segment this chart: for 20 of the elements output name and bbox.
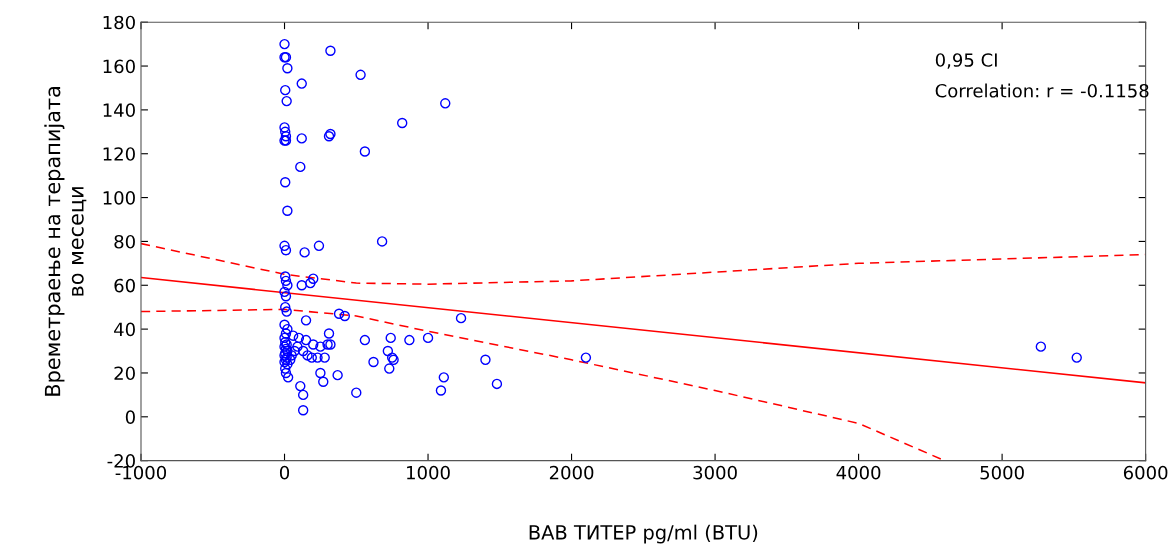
- x-tick-label: 2000: [549, 465, 594, 480]
- x-tick-label: 5000: [980, 465, 1024, 480]
- x-tick-label: 3000: [693, 465, 737, 480]
- y-tick-label: 80: [114, 234, 135, 249]
- y-tick-label: 160: [103, 59, 135, 74]
- y-tick-label: 20: [114, 366, 135, 381]
- y-tick-label: 40: [114, 322, 135, 337]
- annotation: 0,95 CI: [935, 53, 997, 69]
- x-tick-label: 1000: [407, 465, 450, 480]
- y-tick-label: 140: [103, 103, 135, 118]
- x-axis-title: ВАВ ТИТЕР pg/ml (BTU): [529, 524, 758, 544]
- y-tick-label: 100: [103, 191, 135, 205]
- x-tick-label: 0: [279, 465, 290, 480]
- x-tick-label: 6000: [1123, 465, 1168, 480]
- y-axis-title: Времетраење на терапијата во месеци: [44, 87, 87, 396]
- y-tick-label: 60: [114, 278, 135, 293]
- y-tick-label: 0: [125, 410, 135, 424]
- x-tick-label: 4000: [836, 465, 881, 480]
- y-tick-label: 120: [103, 147, 135, 161]
- y-tick-label: 180: [103, 15, 135, 30]
